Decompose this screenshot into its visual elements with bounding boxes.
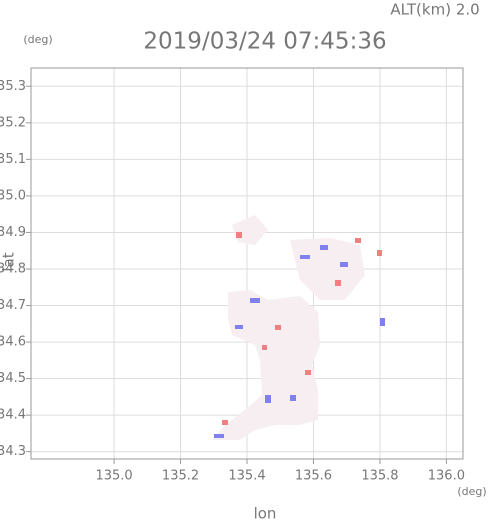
echo-speck — [290, 395, 296, 401]
chart-title: 2019/03/24 07:45:36 — [143, 29, 386, 55]
y-tick-label: 34.7 — [0, 298, 26, 313]
echo-speck — [377, 250, 382, 256]
y-tick-label: 34.6 — [0, 335, 26, 350]
y-tick-label: 34.4 — [0, 408, 26, 423]
x-tick-label: 136.0 — [428, 469, 465, 484]
x-unit: (deg) — [457, 485, 486, 498]
y-tick-label: 35.2 — [0, 115, 26, 130]
echo-speck — [235, 325, 243, 329]
echo-speck — [214, 434, 224, 438]
x-tick-label: 135.6 — [295, 469, 332, 484]
echo-speck — [355, 238, 361, 243]
echo-speck — [380, 318, 385, 326]
echo-area — [232, 215, 268, 245]
echo-area — [290, 238, 365, 300]
echo-speck — [275, 325, 281, 330]
y-tick-label: 35.1 — [0, 152, 26, 167]
echo-speck — [335, 280, 341, 286]
echo-speck — [300, 255, 310, 259]
subtitle: ALT(km) 2.0 — [390, 1, 479, 19]
echo-speck — [305, 370, 311, 375]
y-tick-label: 35.3 — [0, 79, 26, 94]
echo-speck — [250, 298, 260, 303]
echo-speck — [265, 395, 271, 403]
y-tick-label: 34.9 — [0, 225, 26, 240]
echo-speck — [262, 345, 267, 350]
y-tick-label: 35.0 — [0, 188, 26, 203]
y-tick-label: 34.8 — [0, 261, 26, 276]
echo-speck — [340, 262, 348, 267]
echo-area — [212, 290, 320, 440]
y-unit: (deg) — [23, 33, 52, 46]
x-tick-label: 135.0 — [95, 469, 132, 484]
x-tick-label: 135.8 — [361, 469, 398, 484]
x-axis-label: lon — [254, 505, 277, 521]
x-tick-label: 135.4 — [228, 469, 265, 484]
grid — [31, 68, 463, 459]
y-axis-label: lat — [0, 252, 18, 271]
y-tick-label: 34.3 — [0, 444, 26, 459]
y-tick-label: 34.5 — [0, 371, 26, 386]
echo-field — [212, 215, 385, 440]
echo-speck — [236, 232, 242, 238]
echo-speck — [320, 245, 328, 250]
x-tick-label: 135.2 — [162, 469, 199, 484]
echo-speck — [222, 420, 228, 425]
